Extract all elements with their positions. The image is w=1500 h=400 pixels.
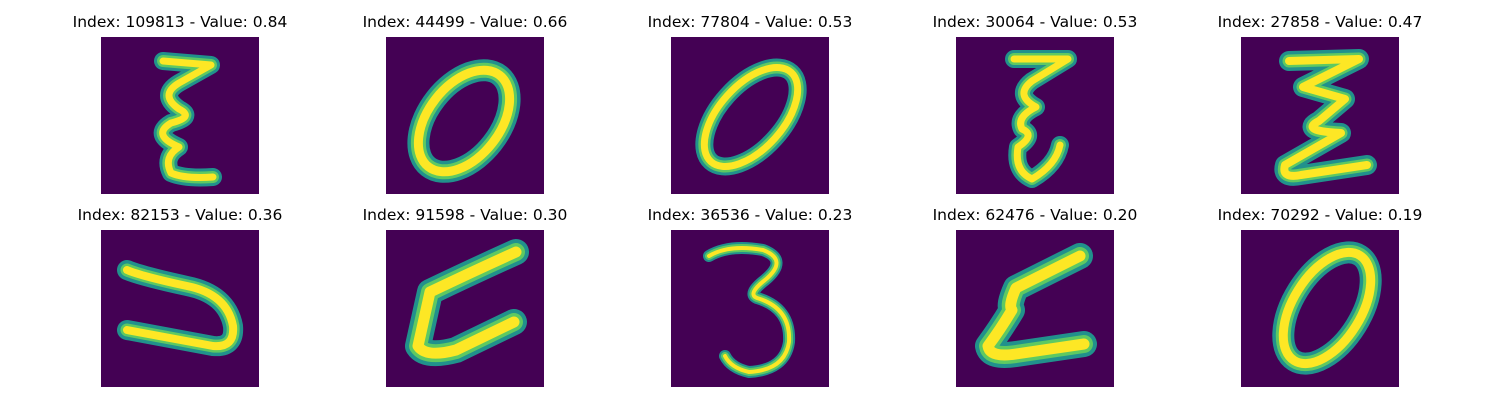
digit-image [671, 230, 829, 387]
digit-image [671, 37, 829, 194]
panel-title: Index: 36536 - Value: 0.23 [647, 206, 853, 224]
digit-image [386, 230, 544, 387]
handwritten-glyph [1005, 50, 1077, 188]
handwritten-glyph [153, 52, 222, 187]
panel-title: Index: 82153 - Value: 0.36 [77, 206, 283, 224]
handwritten-glyph [407, 59, 521, 183]
handwritten-glyph [975, 243, 1097, 368]
panel-title: Index: 27858 - Value: 0.47 [1217, 13, 1423, 31]
handwritten-glyph [1274, 49, 1377, 186]
panel-title: Index: 70292 - Value: 0.19 [1217, 206, 1423, 224]
panel-9: Index: 62476 - Value: 0.20 [925, 205, 1145, 387]
panel-5: Index: 27858 - Value: 0.47 [1210, 12, 1430, 194]
panel-2: Index: 44499 - Value: 0.66 [355, 12, 575, 194]
panel-3: Index: 77804 - Value: 0.53 [640, 12, 860, 194]
digit-image [956, 37, 1114, 194]
handwritten-glyph [405, 239, 529, 367]
handwritten-glyph [1272, 241, 1382, 375]
panel-1: Index: 109813 - Value: 0.84 [70, 12, 290, 194]
panel-title: Index: 91598 - Value: 0.30 [362, 206, 568, 224]
handwritten-glyph [703, 242, 796, 378]
panel-10: Index: 70292 - Value: 0.19 [1210, 205, 1430, 387]
panel-title: Index: 109813 - Value: 0.84 [72, 13, 288, 31]
digit-image [1241, 230, 1399, 387]
panel-title: Index: 44499 - Value: 0.66 [362, 13, 568, 31]
digit-image [101, 37, 259, 194]
panel-8: Index: 36536 - Value: 0.23 [640, 205, 860, 387]
digit-image [386, 37, 544, 194]
panel-4: Index: 30064 - Value: 0.53 [925, 12, 1145, 194]
panel-title: Index: 77804 - Value: 0.53 [647, 13, 853, 31]
panel-6: Index: 82153 - Value: 0.36 [70, 205, 290, 387]
panel-title: Index: 30064 - Value: 0.53 [932, 13, 1138, 31]
panel-7: Index: 91598 - Value: 0.30 [355, 205, 575, 387]
handwritten-glyph [117, 260, 244, 357]
digit-image [1241, 37, 1399, 194]
digit-image [101, 230, 259, 387]
digit-image [956, 230, 1114, 387]
handwritten-glyph [695, 58, 807, 176]
panel-title: Index: 62476 - Value: 0.20 [932, 206, 1138, 224]
